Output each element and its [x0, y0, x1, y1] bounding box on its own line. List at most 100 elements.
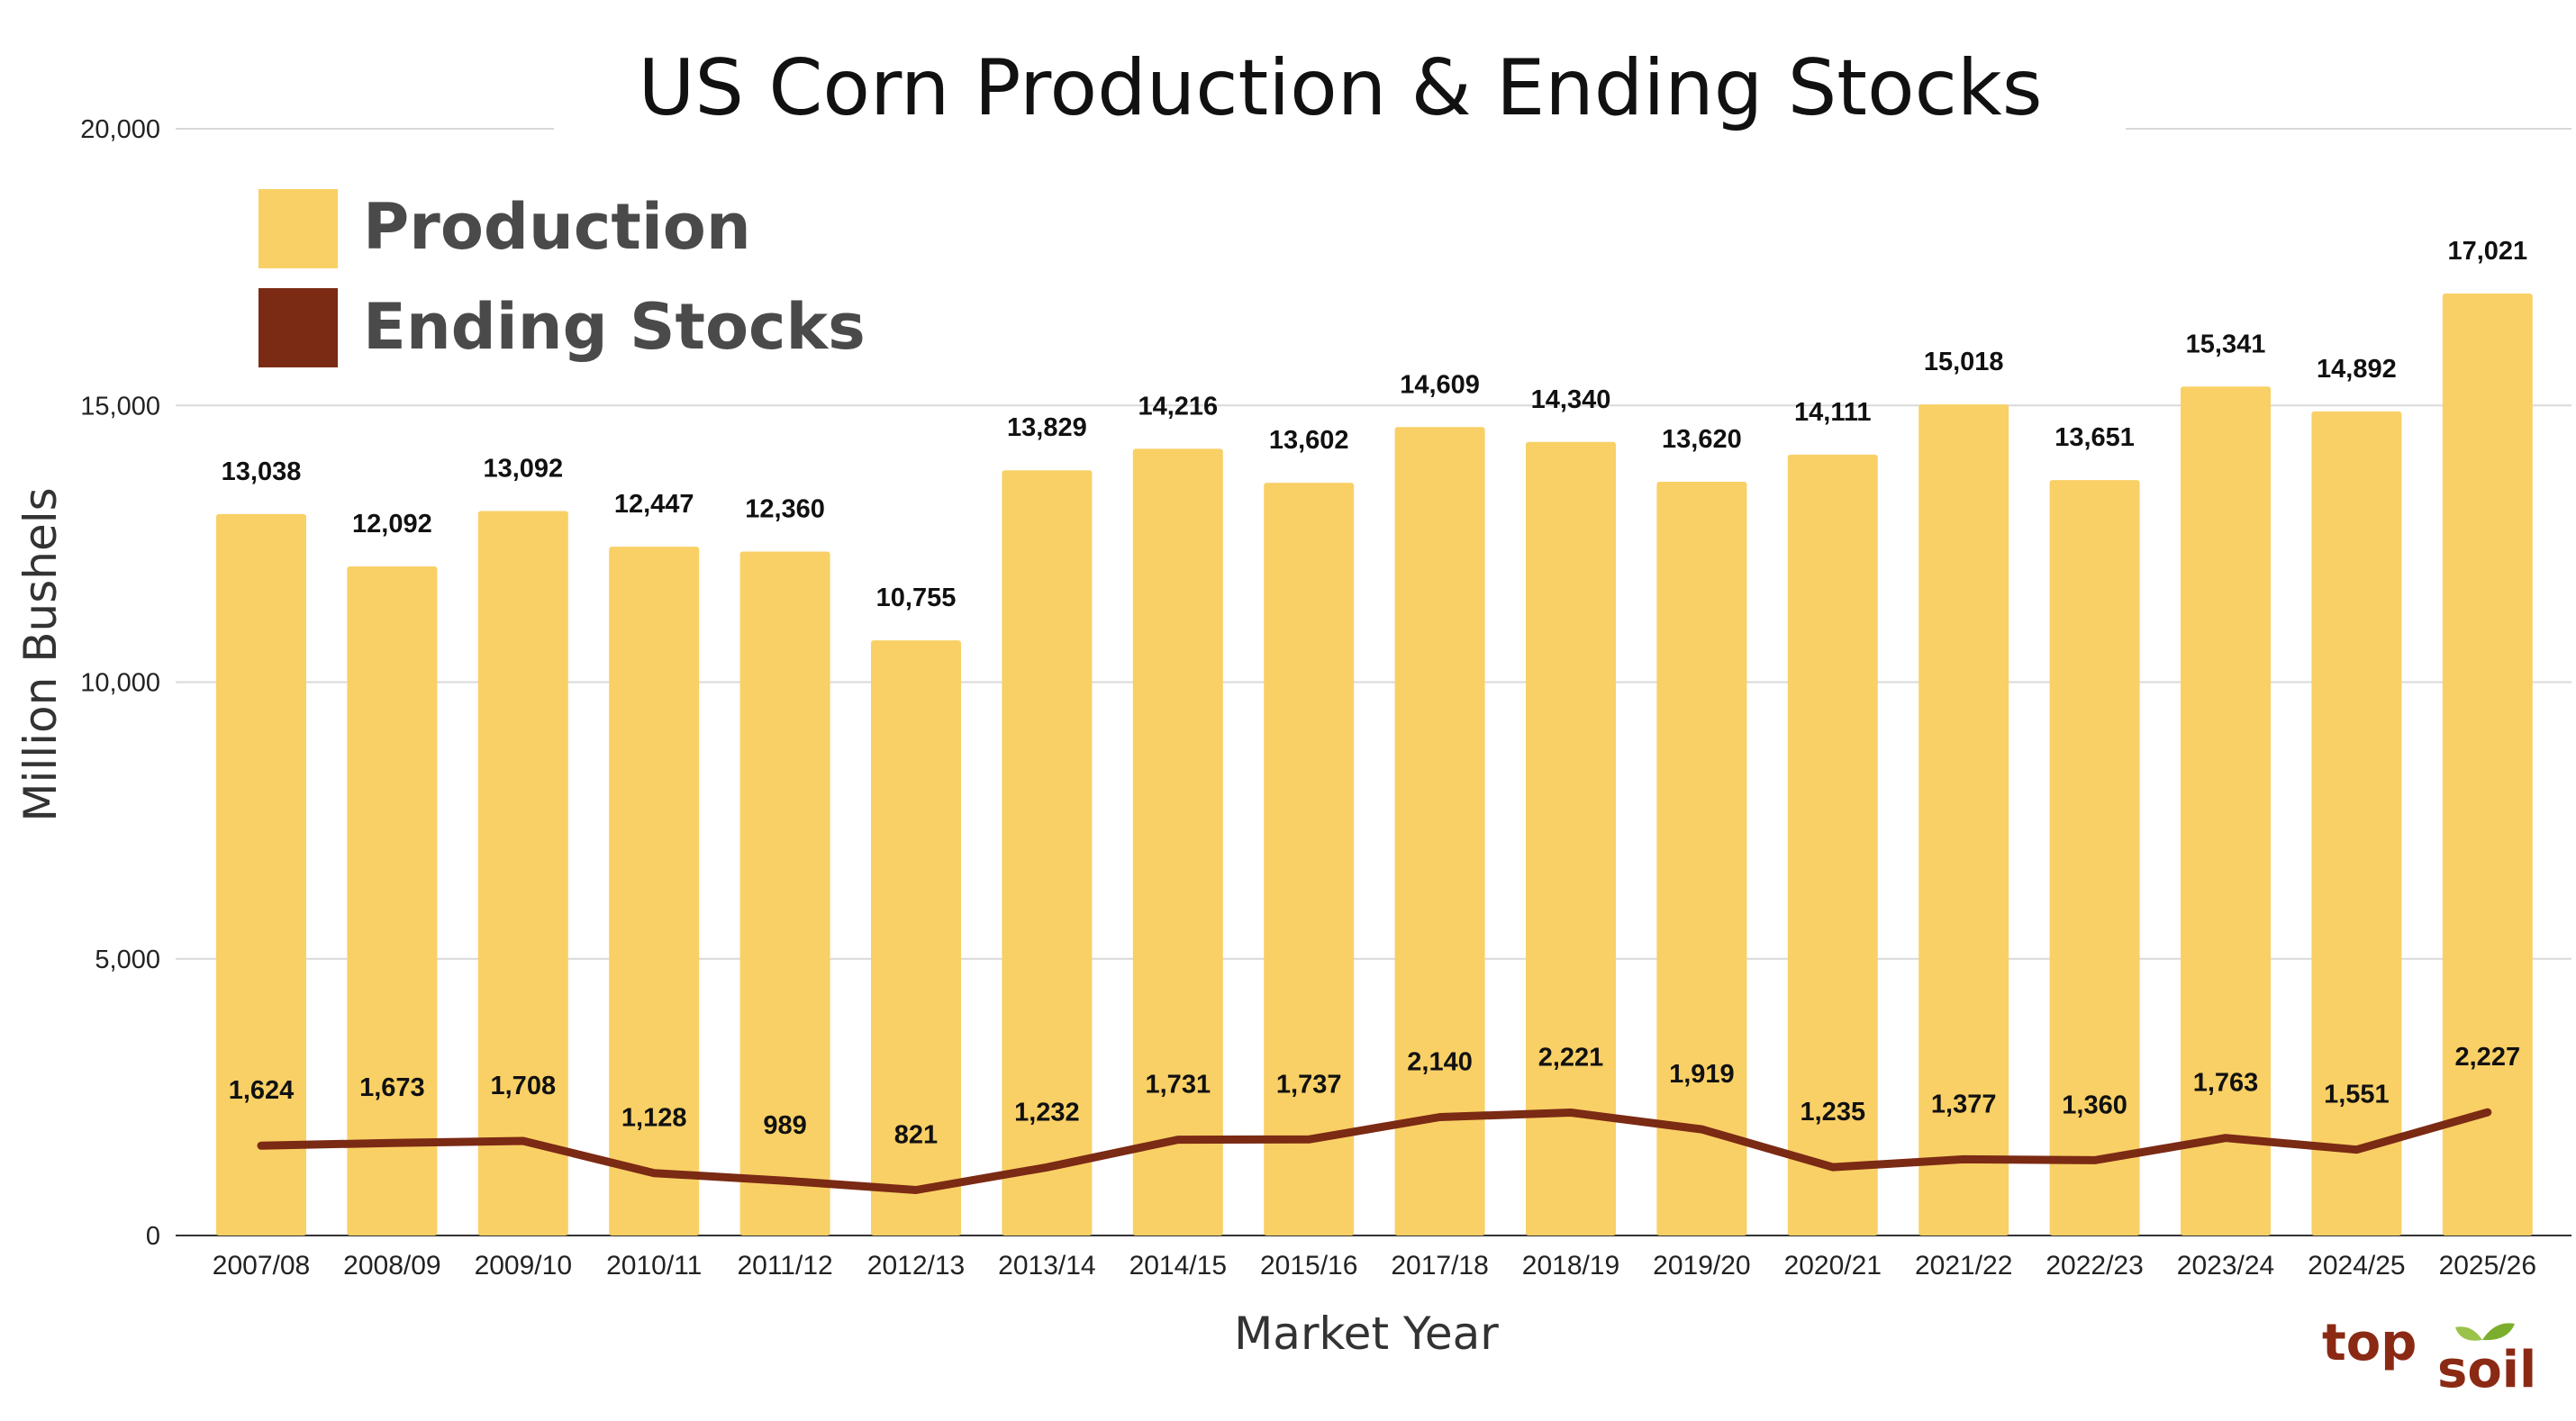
ending-stocks-value-label: 1,708: [491, 1072, 557, 1100]
ending-stocks-point: [388, 1139, 396, 1147]
ending-stocks-point: [1436, 1113, 1444, 1121]
legend-production-swatch: [259, 189, 338, 268]
ending-stocks-value-label: 1,919: [1669, 1060, 1735, 1089]
production-bar: [871, 640, 961, 1235]
ending-stocks-value-label: 1,731: [1146, 1071, 1211, 1100]
ending-stocks-point: [1828, 1163, 1837, 1172]
production-bar: [477, 511, 568, 1235]
production-value-label: 12,447: [614, 490, 694, 519]
production-value-label: 15,341: [2186, 330, 2266, 358]
ending-stocks-value-label: 1,360: [2062, 1091, 2127, 1119]
ending-stocks-point: [258, 1142, 265, 1150]
production-value-label: 12,360: [745, 494, 825, 523]
legend-ending-stocks-label: Ending Stocks: [363, 290, 866, 364]
x-axis-label: Market Year: [1234, 1308, 1499, 1360]
production-value-label: 13,829: [1007, 413, 1087, 442]
production-bar: [2442, 294, 2533, 1235]
ending-stocks-point: [1174, 1136, 1182, 1144]
ending-stocks-point: [1960, 1155, 1968, 1163]
ending-stocks-labels: 1,624 1,673 1,708 1,128 989 821 1,232 1,731 1,73…: [229, 1043, 2520, 1149]
legend-ending-stocks-swatch: [259, 288, 338, 367]
chart-title: US Corn Production & Ending Stocks: [638, 43, 2042, 133]
x-axis-ticks: 2007/08 2008/09 2009/10 2010/11 2011/12 2012/…: [213, 1251, 2536, 1281]
production-labels: 13,038 12,092 13,092 12,447 12,360 10,755 13,8…: [222, 237, 2528, 612]
ending-stocks-point: [650, 1169, 658, 1177]
production-bar: [1002, 470, 1093, 1235]
production-bar: [1132, 448, 1223, 1236]
ending-stocks-point: [2353, 1145, 2361, 1154]
production-bar: [609, 547, 700, 1235]
ending-stocks-line: [257, 1108, 2492, 1194]
x-tick-label: 2010/11: [606, 1251, 702, 1281]
x-tick-label: 2023/24: [2177, 1251, 2274, 1281]
logo-text-top: top: [2322, 1314, 2417, 1372]
x-tick-label: 2018/19: [1522, 1251, 1619, 1281]
ending-stocks-value-label: 1,128: [621, 1104, 687, 1133]
production-bar: [2181, 386, 2271, 1236]
production-bar: [1264, 483, 1355, 1235]
y-axis-ticks: 0 5,000 10,000 15,000 20,000: [80, 115, 160, 1251]
production-bar: [347, 566, 438, 1235]
ending-stocks-point: [519, 1137, 527, 1145]
ending-stocks-point: [1698, 1126, 1706, 1134]
ending-stocks-value-label: 2,140: [1407, 1047, 1473, 1076]
ending-stocks-point: [1043, 1163, 1051, 1172]
y-tick-label: 0: [146, 1222, 160, 1251]
production-value-label: 14,216: [1138, 392, 1218, 421]
x-tick-label: 2007/08: [213, 1251, 310, 1281]
y-tick-label: 5,000: [95, 946, 160, 974]
x-tick-label: 2025/26: [2439, 1251, 2536, 1281]
leaf-icon: [2482, 1323, 2515, 1341]
x-tick-label: 2013/14: [998, 1251, 1095, 1281]
x-tick-label: 2008/09: [343, 1251, 440, 1281]
production-bar: [1394, 427, 1485, 1235]
y-tick-label: 10,000: [80, 669, 160, 698]
ending-stocks-value-label: 2,221: [1538, 1044, 1604, 1073]
production-value-label: 15,018: [1924, 348, 2004, 376]
production-value-label: 14,892: [2317, 355, 2397, 384]
production-value-label: 14,340: [1531, 385, 1611, 414]
production-bar: [739, 551, 830, 1235]
legend-production-label: Production: [363, 190, 751, 264]
x-tick-label: 2021/22: [1915, 1251, 2012, 1281]
ending-stocks-value-label: 1,737: [1276, 1070, 1342, 1099]
x-tick-label: 2017/18: [1391, 1251, 1488, 1281]
ending-stocks-point: [1567, 1109, 1574, 1117]
production-value-label: 12,092: [352, 510, 432, 539]
ending-stocks-value-label: 1,377: [1931, 1090, 1997, 1118]
x-tick-label: 2014/15: [1129, 1251, 1227, 1281]
ending-stocks-point: [912, 1186, 920, 1194]
production-bar: [2311, 411, 2402, 1235]
ending-stocks-value-label: 1,551: [2324, 1081, 2390, 1109]
x-tick-label: 2019/20: [1653, 1251, 1750, 1281]
production-bars: [216, 294, 2533, 1236]
logo-text-bottom: soil: [2437, 1341, 2536, 1399]
title-backdrop: [554, 90, 2126, 146]
ending-stocks-point: [2483, 1109, 2491, 1117]
ending-stocks-value-label: 2,227: [2455, 1043, 2521, 1072]
ending-stocks-value-label: 989: [763, 1111, 806, 1140]
production-value-label: 14,609: [1400, 370, 1480, 399]
ending-stocks-point: [781, 1177, 789, 1185]
production-bar: [1787, 454, 1878, 1236]
production-value-label: 13,092: [483, 454, 563, 483]
ending-stocks-point: [2222, 1134, 2229, 1142]
x-tick-label: 2012/13: [867, 1251, 965, 1281]
production-bar: [2049, 480, 2140, 1235]
ending-stocks-value-label: 821: [894, 1121, 938, 1150]
legend: Production Ending Stocks: [259, 189, 866, 367]
x-tick-label: 2020/21: [1784, 1251, 1882, 1281]
production-value-label: 13,651: [2054, 423, 2135, 452]
production-bar: [216, 513, 306, 1235]
ending-stocks-point: [2091, 1156, 2099, 1164]
leaf-icon-small: [2455, 1326, 2482, 1341]
x-tick-label: 2011/12: [737, 1251, 832, 1281]
production-value-label: 10,755: [876, 584, 957, 612]
ending-stocks-value-label: 1,232: [1014, 1098, 1080, 1127]
production-value-label: 13,038: [222, 457, 302, 486]
ending-stocks-value-label: 1,673: [359, 1073, 425, 1102]
ending-stocks-value-label: 1,624: [229, 1076, 295, 1105]
y-tick-label: 20,000: [80, 115, 160, 144]
production-value-label: 13,620: [1662, 425, 1742, 454]
